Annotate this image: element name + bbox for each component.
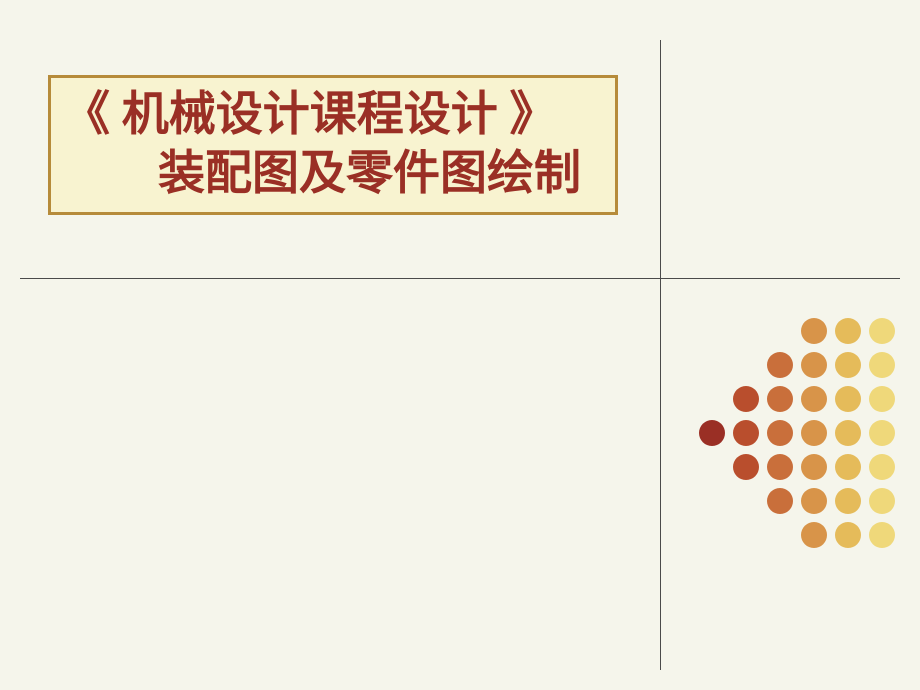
decoration-dot: [835, 488, 861, 514]
decoration-dot: [699, 420, 725, 446]
decoration-dot: [733, 454, 759, 480]
decoration-dot: [835, 420, 861, 446]
decoration-dot: [835, 522, 861, 548]
decoration-dot: [801, 488, 827, 514]
decoration-dot: [801, 352, 827, 378]
decoration-dot: [869, 454, 895, 480]
decoration-dot: [767, 386, 793, 412]
decoration-dot: [869, 318, 895, 344]
decoration-dot: [767, 454, 793, 480]
title-line-1: 《 机械设计课程设计 》: [63, 86, 603, 145]
decoration-dot: [835, 386, 861, 412]
decoration-dot: [869, 488, 895, 514]
decoration-dot: [869, 386, 895, 412]
decoration-dot: [869, 352, 895, 378]
decoration-dot: [801, 454, 827, 480]
decoration-dot: [835, 318, 861, 344]
vertical-divider: [660, 40, 661, 670]
title-line-2: 装配图及零件图绘制: [63, 145, 603, 204]
arrow-dot-decoration: [695, 314, 899, 552]
decoration-dot: [835, 352, 861, 378]
decoration-dot: [767, 488, 793, 514]
decoration-dot: [767, 420, 793, 446]
decoration-dot: [801, 386, 827, 412]
horizontal-divider: [20, 278, 900, 279]
decoration-dot: [767, 352, 793, 378]
decoration-dot: [869, 522, 895, 548]
decoration-dot: [869, 420, 895, 446]
decoration-dot: [801, 318, 827, 344]
decoration-dot: [835, 454, 861, 480]
decoration-dot: [733, 420, 759, 446]
decoration-dot: [801, 420, 827, 446]
title-box: 《 机械设计课程设计 》 装配图及零件图绘制: [48, 75, 618, 215]
decoration-dot: [733, 386, 759, 412]
decoration-dot: [801, 522, 827, 548]
